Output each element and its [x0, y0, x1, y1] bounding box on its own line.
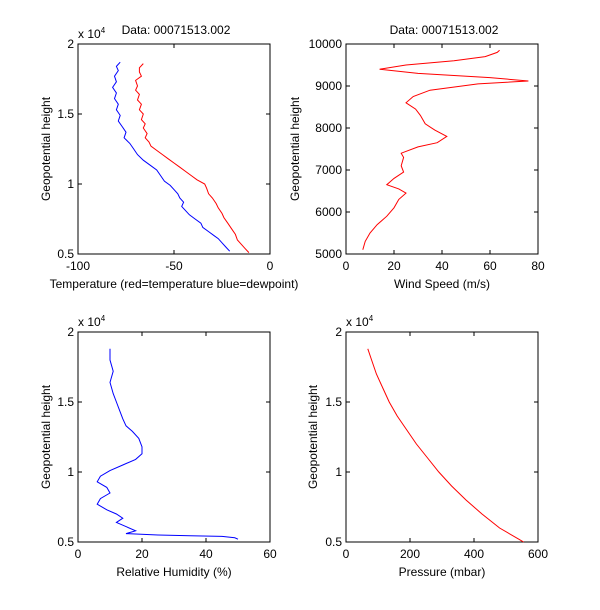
y-axis-label: Geopotential height: [39, 96, 53, 201]
series-line-0: [367, 348, 524, 543]
x-tick-label: -50: [165, 259, 183, 273]
y-tick-label: 1: [67, 465, 74, 479]
x-tick-label: 40: [435, 259, 449, 273]
x-tick-label: 20: [135, 547, 149, 561]
y-tick-label: 8000: [315, 121, 342, 135]
y-axis-label: Geopotential height: [306, 384, 320, 489]
x-tick-label: 80: [531, 259, 545, 273]
series-layer: [96, 348, 239, 540]
x-tick-label: 400: [464, 547, 484, 561]
y-tick-label: 6000: [315, 205, 342, 219]
exponent-label: x 104: [78, 26, 106, 41]
y-tick-label: 1.5: [57, 107, 74, 121]
x-axis-label: Relative Humidity (%): [116, 565, 231, 579]
ticks: 0 200 400 600 0.5 1 1.5 2: [325, 325, 548, 561]
exponent-power: 4: [101, 26, 106, 35]
y-tick-label: 1.5: [325, 395, 342, 409]
y-tick-label: 7000: [315, 163, 342, 177]
y-tick-label: 2: [335, 325, 342, 339]
axes-frame: [77, 331, 271, 543]
series-line-0: [135, 63, 250, 253]
axes-frame: [345, 331, 539, 543]
series-layer: [111, 61, 250, 253]
ticks: 0 20 40 60 80 5000 6000 7000 8000 9000 10000: [309, 37, 545, 273]
y-tick-label: 9000: [315, 79, 342, 93]
x-tick-label: 200: [400, 547, 420, 561]
x-tick-label: 0: [75, 547, 82, 561]
ticks: -100 -50 0 0.5 1 1.5 2: [57, 37, 273, 273]
x-axis-label: Pressure (mbar): [399, 565, 486, 579]
y-tick-label: 0.5: [57, 535, 74, 549]
x-tick-label: 20: [387, 259, 401, 273]
exponent-label: x 104: [78, 314, 106, 329]
series-line-1: [111, 61, 231, 252]
x-tick-label: 0: [343, 547, 350, 561]
panel-temperature: Data: 00071513.002 Temperature (red=temp…: [39, 23, 298, 291]
y-tick-label: 1: [335, 465, 342, 479]
y-tick-label: 2: [67, 325, 74, 339]
x-tick-label: 0: [343, 259, 350, 273]
y-tick-label: 5000: [315, 247, 342, 261]
ticks: 0 20 40 60 0.5 1 1.5 2: [57, 325, 277, 561]
exponent-base: x 10: [346, 315, 369, 329]
y-tick-label: 1.5: [57, 395, 74, 409]
y-axis-label: Geopotential height: [39, 384, 53, 489]
exponent-base: x 10: [78, 27, 101, 41]
series-layer: [362, 49, 529, 250]
exponent-label: x 104: [346, 314, 374, 329]
chart-title: Data: 00071513.002: [390, 23, 499, 37]
series-line-0: [362, 49, 529, 250]
chart-title: Data: 00071513.002: [122, 23, 231, 37]
exponent-power: 4: [101, 314, 106, 323]
y-tick-label: 10000: [309, 37, 343, 51]
exponent-power: 4: [369, 314, 374, 323]
panel-relative-humidity: Relative Humidity (%) Geopotential heigh…: [39, 314, 277, 579]
panel-pressure: Pressure (mbar) Geopotential height x 10…: [306, 314, 548, 579]
y-axis-label: Geopotential height: [288, 96, 302, 201]
axes-frame: [345, 43, 539, 255]
x-tick-label: -100: [66, 259, 90, 273]
panel-wind-speed: Data: 00071513.002 Wind Speed (m/s) Geop…: [288, 23, 545, 291]
x-tick-label: 0: [267, 259, 274, 273]
y-tick-label: 2: [67, 37, 74, 51]
x-axis-label: Wind Speed (m/s): [394, 277, 490, 291]
x-tick-label: 60: [263, 547, 277, 561]
y-tick-label: 0.5: [325, 535, 342, 549]
x-tick-label: 60: [483, 259, 497, 273]
axes-frame: [77, 43, 271, 255]
y-tick-label: 0.5: [57, 247, 74, 261]
x-axis-label: Temperature (red=temperature blue=dewpoi…: [50, 277, 299, 291]
exponent-base: x 10: [78, 315, 101, 329]
x-tick-label: 40: [199, 547, 213, 561]
series-line-0: [96, 348, 239, 540]
y-tick-label: 1: [67, 177, 74, 191]
x-tick-label: 600: [528, 547, 548, 561]
series-layer: [367, 348, 524, 543]
